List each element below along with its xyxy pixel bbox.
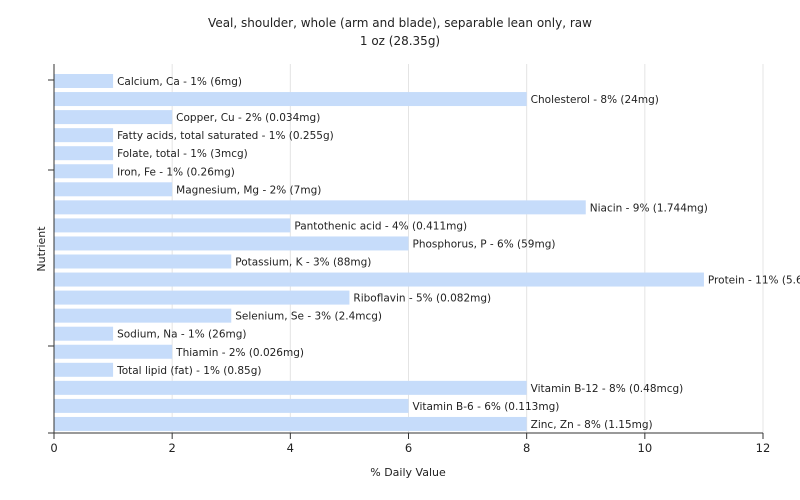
x-tick-label: 10 [638, 441, 653, 455]
bar [54, 380, 527, 395]
bar-label: Thiamin - 2% (0.026mg) [175, 347, 304, 359]
bar [54, 164, 114, 179]
x-tick-label: 12 [756, 441, 771, 455]
bar [54, 326, 114, 341]
bar [54, 344, 173, 359]
chart-subtitle: 1 oz (28.35g) [360, 34, 440, 48]
bar [54, 110, 173, 125]
bar [54, 416, 527, 431]
bar [54, 308, 232, 323]
bar [54, 200, 586, 215]
bar-label: Vitamin B-6 - 6% (0.113mg) [413, 401, 560, 413]
bar-label: Copper, Cu - 2% (0.034mg) [176, 112, 320, 124]
bar-label: Riboflavin - 5% (0.082mg) [353, 293, 491, 305]
axes: 0 2 4 6 8 10 12 [48, 64, 770, 455]
bar [54, 290, 350, 305]
bar [54, 398, 409, 413]
y-axis-title: Nutrient [35, 226, 48, 272]
x-tick-label: 8 [523, 441, 530, 455]
bar-label: Magnesium, Mg - 2% (7mg) [176, 184, 321, 196]
bars: Calcium, Ca - 1% (6mg) Cholesterol - 8% (… [54, 74, 800, 431]
bar-label: Cholesterol - 8% (24mg) [531, 94, 659, 106]
bar [54, 272, 704, 287]
x-tick-label: 4 [287, 441, 294, 455]
bar-label: Sodium, Na - 1% (26mg) [117, 329, 246, 341]
x-axis-title: % Daily Value [370, 466, 446, 479]
chart-title: Veal, shoulder, whole (arm and blade), s… [208, 16, 592, 30]
bar-label: Pantothenic acid - 4% (0.411mg) [294, 220, 467, 232]
bar [54, 74, 114, 88]
bar-label: Fatty acids, total saturated - 1% (0.255… [117, 130, 334, 142]
bar [54, 92, 527, 107]
bar-label: Iron, Fe - 1% (0.26mg) [117, 166, 235, 178]
bar-label: Folate, total - 1% (3mcg) [117, 148, 248, 160]
bar-label: Protein - 11% (5.61g) [708, 275, 800, 287]
bar-label: Total lipid (fat) - 1% (0.85g) [116, 365, 261, 377]
bar-label: Calcium, Ca - 1% (6mg) [117, 76, 242, 88]
bar [54, 254, 232, 269]
bar-label: Zinc, Zn - 8% (1.15mg) [531, 419, 653, 431]
bar-label: Vitamin B-12 - 8% (0.48mcg) [531, 383, 684, 395]
x-tick-label: 0 [50, 441, 57, 455]
bar [54, 218, 291, 233]
bar [54, 182, 173, 197]
bar [54, 128, 114, 143]
bar [54, 146, 114, 161]
x-tick-label: 2 [169, 441, 176, 455]
bar-label: Phosphorus, P - 6% (59mg) [413, 238, 556, 250]
bar-label: Potassium, K - 3% (88mg) [235, 257, 371, 269]
bar [54, 236, 409, 251]
bar [54, 362, 114, 377]
bar-label: Niacin - 9% (1.744mg) [590, 202, 708, 214]
bar-label: Selenium, Se - 3% (2.4mcg) [235, 311, 382, 323]
x-tick-label: 6 [405, 441, 412, 455]
